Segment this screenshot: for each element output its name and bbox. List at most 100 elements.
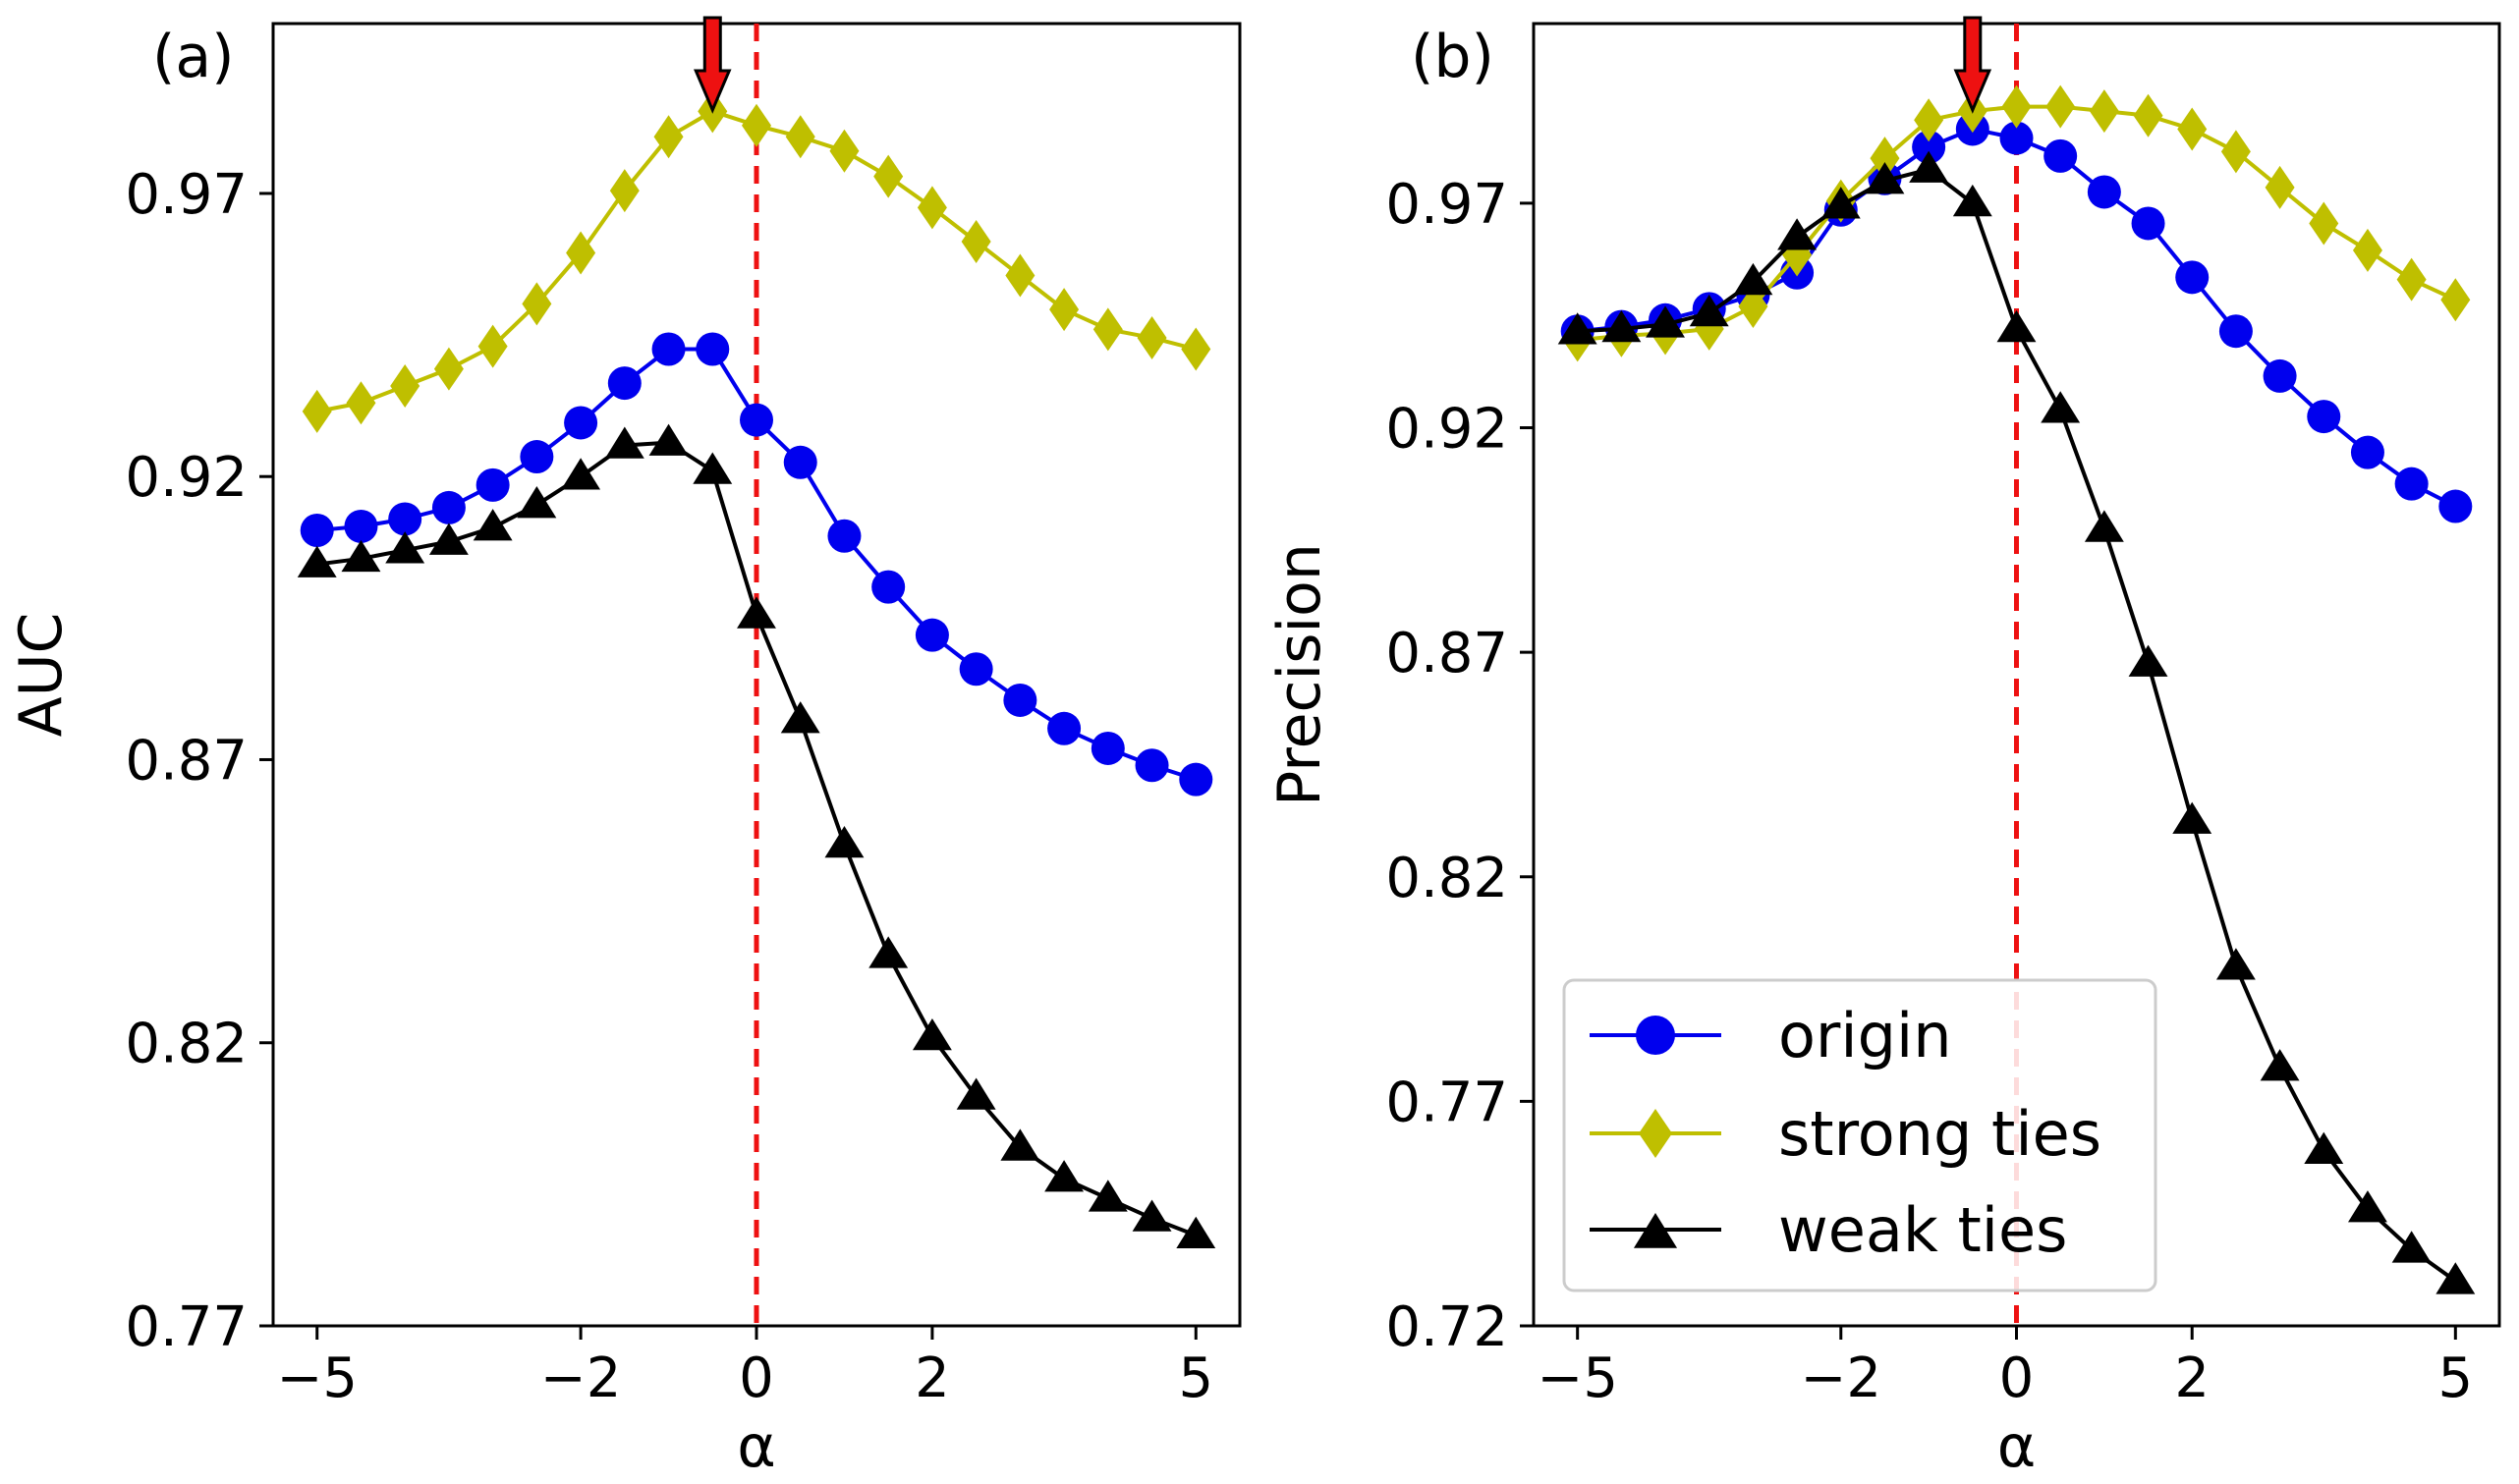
point-origin-a-11 <box>783 445 817 479</box>
point-origin-a-0 <box>300 513 334 547</box>
point-weak-ties-b-11 <box>2041 391 2081 423</box>
y-tick-label-b-4: 0.92 <box>1385 398 1508 462</box>
legend-label-weak-ties: weak ties <box>1778 1194 2067 1266</box>
point-weak-ties-b-8 <box>1909 150 1949 183</box>
point-weak-ties-b-3 <box>1689 294 1729 327</box>
point-strong-ties-a-20 <box>1181 327 1211 371</box>
point-strong-ties-b-12 <box>2089 89 2119 134</box>
point-weak-ties-a-9 <box>693 452 733 484</box>
point-weak-ties-b-20 <box>2435 1262 2476 1294</box>
legend-label-strong-ties: strong ties <box>1778 1098 2101 1170</box>
point-weak-ties-b-6 <box>1820 187 1861 219</box>
point-weak-ties-b-4 <box>1733 262 1773 296</box>
y-tick-label-b-2: 0.82 <box>1385 847 1508 910</box>
point-origin-b-8 <box>1912 130 1946 164</box>
point-origin-a-14 <box>915 618 949 652</box>
point-strong-ties-a-18 <box>1092 307 1123 352</box>
point-strong-ties-a-5 <box>522 282 552 326</box>
x-tick-label-b-2: 0 <box>1999 1347 2035 1410</box>
point-strong-ties-b-19 <box>2396 257 2427 302</box>
point-origin-a-1 <box>344 509 378 543</box>
point-strong-ties-a-7 <box>609 169 640 213</box>
point-weak-ties-a-19 <box>1132 1199 1172 1232</box>
point-origin-b-18 <box>2350 435 2384 469</box>
point-origin-a-5 <box>520 440 554 474</box>
x-tick-label-b-0: −5 <box>1537 1347 1618 1410</box>
point-weak-ties-b-5 <box>1777 218 1818 250</box>
x-tick-label-a-1: −2 <box>540 1347 622 1410</box>
point-origin-a-10 <box>740 403 773 437</box>
point-weak-ties-b-18 <box>2348 1190 2387 1223</box>
point-weak-ties-b-9 <box>1952 184 1992 217</box>
point-weak-ties-a-16 <box>1000 1128 1040 1161</box>
point-weak-ties-b-0 <box>1557 312 1597 345</box>
point-weak-ties-b-1 <box>1601 309 1642 343</box>
x-tick-label-b-3: 2 <box>2174 1347 2210 1410</box>
point-weak-ties-b-15 <box>2215 948 2256 980</box>
point-strong-ties-b-11 <box>2045 84 2076 129</box>
y-tick-label-a-3: 0.92 <box>125 446 248 510</box>
point-strong-ties-b-14 <box>2177 107 2208 151</box>
point-strong-ties-b-13 <box>2133 93 2163 137</box>
legend-marker-strong-ties <box>1639 1109 1672 1158</box>
point-weak-ties-a-15 <box>956 1077 996 1110</box>
point-origin-a-13 <box>871 570 906 604</box>
point-weak-ties-b-10 <box>1996 309 2037 343</box>
point-strong-ties-a-3 <box>433 347 464 391</box>
point-strong-ties-b-20 <box>2440 278 2471 322</box>
legend: origin strong ties weak ties <box>1562 978 2157 1292</box>
point-origin-b-10 <box>1999 121 2034 155</box>
y-axis-title-b: Precision <box>1265 543 1334 806</box>
x-tick-label-b-4: 5 <box>2437 1347 2473 1410</box>
point-origin-b-11 <box>2043 138 2078 173</box>
point-strong-ties-b-15 <box>2220 130 2251 174</box>
point-weak-ties-b-19 <box>2391 1231 2432 1263</box>
y-tick-label-a-2: 0.87 <box>125 729 248 793</box>
legend-label-origin: origin <box>1778 1000 1952 1072</box>
x-tick-label-a-2: 0 <box>739 1347 774 1410</box>
point-strong-ties-a-15 <box>961 219 991 263</box>
point-weak-ties-a-8 <box>648 423 689 456</box>
point-weak-ties-b-12 <box>2084 510 2124 542</box>
y-tick-label-a-1: 0.82 <box>125 1013 248 1076</box>
point-weak-ties-b-16 <box>2260 1049 2300 1081</box>
x-axis-title-b: α <box>1997 1412 2037 1481</box>
point-weak-ties-a-20 <box>1176 1216 1216 1249</box>
point-strong-ties-a-11 <box>785 115 815 159</box>
point-weak-ties-a-14 <box>912 1017 952 1051</box>
point-origin-b-20 <box>2438 489 2473 523</box>
point-origin-b-13 <box>2131 206 2165 241</box>
legend-marker-origin <box>1636 1016 1675 1055</box>
point-origin-a-6 <box>564 406 598 440</box>
point-strong-ties-a-12 <box>829 129 860 173</box>
point-strong-ties-b-7 <box>1870 137 1900 181</box>
point-strong-ties-a-2 <box>390 363 420 408</box>
point-weak-ties-a-3 <box>428 522 469 555</box>
point-origin-b-12 <box>2087 175 2121 209</box>
point-origin-a-16 <box>1003 683 1037 717</box>
point-origin-a-8 <box>651 332 686 366</box>
point-strong-ties-a-10 <box>742 103 771 147</box>
point-strong-ties-a-0 <box>302 389 332 433</box>
point-weak-ties-a-2 <box>385 531 425 564</box>
point-strong-ties-a-14 <box>917 186 947 230</box>
x-tick-label-a-0: −5 <box>276 1347 358 1410</box>
point-weak-ties-a-1 <box>341 539 381 573</box>
panel-a-auc: −5 −2 0 2 5 0.77 0.82 0.87 0.92 0.97 α AUC (a) <box>7 16 1242 1481</box>
x-tick-label-b-1: −2 <box>1800 1347 1881 1410</box>
y-tick-label-a-0: 0.77 <box>125 1295 248 1359</box>
point-strong-ties-a-4 <box>477 324 508 368</box>
point-origin-a-2 <box>388 502 422 536</box>
y-tick-label-b-1: 0.77 <box>1385 1071 1508 1134</box>
point-origin-a-4 <box>476 467 510 502</box>
point-strong-ties-b-10 <box>2001 84 2032 129</box>
point-weak-ties-b-2 <box>1646 305 1685 338</box>
point-strong-ties-a-1 <box>346 381 376 425</box>
y-axis-title-a: AUC <box>7 613 76 738</box>
x-tick-label-a-3: 2 <box>915 1347 950 1410</box>
point-origin-a-20 <box>1179 762 1213 797</box>
point-strong-ties-b-4 <box>1738 285 1768 329</box>
point-origin-a-18 <box>1091 731 1125 765</box>
point-origin-b-16 <box>2263 358 2297 393</box>
